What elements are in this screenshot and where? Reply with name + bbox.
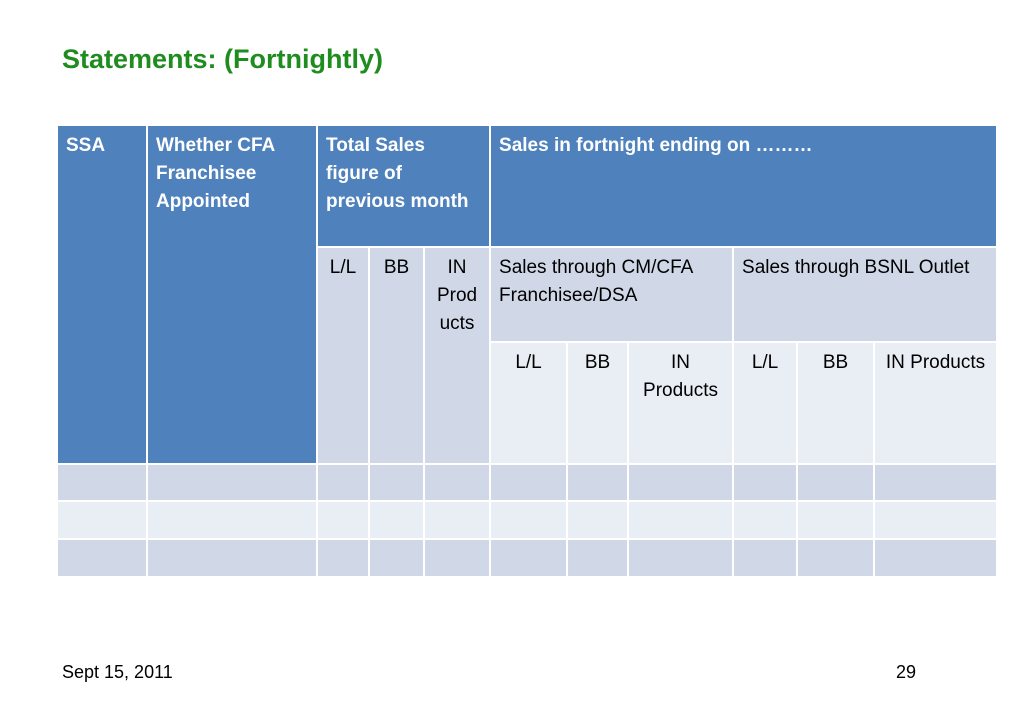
table-cell	[873, 500, 999, 540]
table-cell	[316, 538, 370, 578]
table-cell	[796, 463, 876, 502]
table-cell	[732, 463, 799, 502]
table-cell	[422, 500, 492, 540]
table-cell	[796, 500, 876, 540]
table-cell	[627, 538, 735, 578]
header-fortnight-sales: Sales in fortnight ending on ………	[489, 124, 999, 248]
bsnl-ll-header: L/L	[732, 341, 799, 465]
table-cell	[627, 500, 735, 540]
table-cell	[489, 500, 569, 540]
table-cell	[873, 538, 999, 578]
table-row	[56, 538, 999, 578]
cm-in-products-header: IN Products	[627, 341, 735, 465]
table-cell	[627, 463, 735, 502]
table-cell	[566, 538, 630, 578]
table-cell	[368, 463, 425, 502]
subheader-total-ll: L/L	[316, 246, 370, 465]
table-cell	[146, 538, 318, 578]
table-cell	[316, 500, 370, 540]
bsnl-in-products-header: IN Products	[873, 341, 999, 465]
header-cfa-appointed: Whether CFA Franchisee Appointed	[146, 124, 318, 465]
page-number: 29	[896, 662, 917, 682]
subsubheader-row: L/L BB IN Products L/L BB IN Products	[57, 341, 999, 465]
footer-date: Sept 15, 2011	[62, 662, 173, 682]
table-cell	[422, 463, 492, 502]
table-cell	[146, 463, 318, 502]
cm-ll-header: L/L	[489, 341, 569, 465]
subheader-sales-through-bsnl: Sales through BSNL Outlet	[732, 246, 999, 343]
header-ssa: SSA	[56, 124, 148, 465]
cm-bb-header: BB	[566, 341, 630, 465]
table-cell	[146, 500, 318, 540]
table-cell	[873, 463, 999, 502]
table-cell	[368, 500, 425, 540]
header-row: SSA Whether CFA Franchisee Appointed Tot…	[56, 124, 999, 465]
table-cell	[368, 538, 425, 578]
table-cell	[566, 463, 630, 502]
table-cell	[56, 538, 148, 578]
statements-table: SSA Whether CFA Franchisee Appointed Tot…	[56, 124, 999, 578]
table-cell	[796, 538, 876, 578]
subheader-total-bb: BB	[368, 246, 425, 465]
subheader-total-in-products: IN Products	[422, 246, 492, 465]
table-cell	[566, 500, 630, 540]
subheader-row: L/L BB IN Products Sales through CM/CFA …	[57, 246, 999, 465]
table-cell	[422, 538, 492, 578]
table-cell	[56, 463, 148, 502]
bsnl-bb-header: BB	[796, 341, 876, 465]
table-cell	[316, 463, 370, 502]
slide-title: Statements: (Fortnightly)	[62, 44, 383, 74]
table-cell	[489, 538, 569, 578]
table-cell	[732, 500, 799, 540]
subheader-sales-through-cm-cfa: Sales through CM/CFA Franchisee/DSA	[489, 246, 735, 343]
table-cell	[56, 500, 148, 540]
table-cell	[732, 538, 799, 578]
table-row	[56, 500, 999, 540]
table-row	[56, 463, 999, 502]
table-cell	[489, 463, 569, 502]
header-total-sales: Total Sales figure of previous month	[315, 124, 492, 248]
